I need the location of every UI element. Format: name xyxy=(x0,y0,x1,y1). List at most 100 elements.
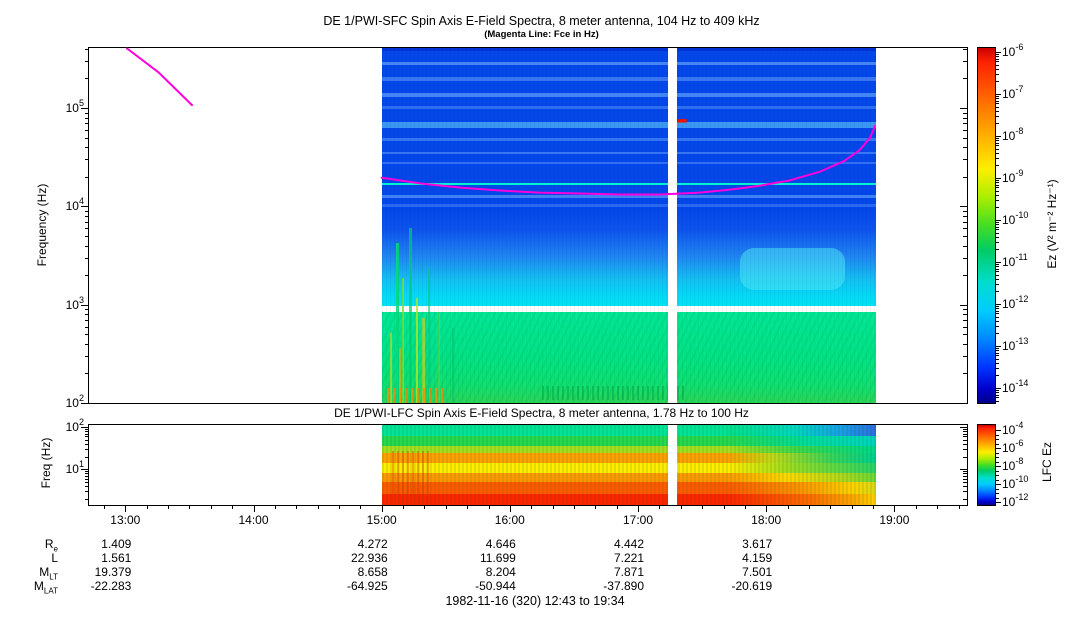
cb-minor-tick xyxy=(995,306,999,307)
time-minor-tick xyxy=(680,505,682,509)
y-major-tick xyxy=(960,427,967,429)
ephemeris-value: 7.221 xyxy=(613,551,644,565)
cb-minor-tick xyxy=(995,242,999,243)
time-minor-tick xyxy=(146,505,148,509)
y-major-tick xyxy=(81,206,89,208)
y-minor-tick xyxy=(85,486,89,487)
cb-minor-tick xyxy=(995,470,999,472)
ephemeris-value: -64.925 xyxy=(346,579,388,593)
time-minor-tick xyxy=(467,505,469,509)
cb-tick-label: 10-9 xyxy=(1002,168,1024,186)
y-minor-tick xyxy=(963,356,967,358)
time-minor-tick xyxy=(937,505,939,509)
time-major-tick xyxy=(381,505,383,512)
y-tick-label: 102 xyxy=(65,417,84,435)
sfc-title: DE 1/PWI-SFC Spin Axis E-Field Spectra, … xyxy=(323,14,760,28)
time-minor-tick xyxy=(531,505,533,509)
y-minor-tick xyxy=(85,439,89,441)
y-minor-tick xyxy=(85,433,89,435)
cb-minor-tick xyxy=(995,291,999,293)
cb-minor-tick xyxy=(995,308,999,310)
y-minor-tick xyxy=(963,433,967,435)
time-minor-tick xyxy=(744,505,746,509)
y-major-tick xyxy=(960,403,967,404)
cb-minor-tick xyxy=(995,475,999,476)
cb-minor-tick xyxy=(995,390,999,391)
time-minor-tick xyxy=(787,505,789,509)
y-minor-tick xyxy=(85,235,89,237)
cb-major-tick xyxy=(995,94,1001,95)
column-texture xyxy=(381,425,876,505)
lfc-data-gap xyxy=(667,425,677,505)
y-minor-tick xyxy=(963,486,967,487)
cb-major-tick xyxy=(995,136,1001,137)
cb-minor-tick xyxy=(995,232,999,234)
y-tick-label: 105 xyxy=(65,98,84,116)
cb-minor-tick xyxy=(995,316,999,318)
time-minor-tick xyxy=(808,505,810,509)
sfc-subtitle: (Magenta Line: Fce in Hz) xyxy=(484,29,599,40)
y-minor-tick xyxy=(85,471,89,473)
ephemeris-value: -20.619 xyxy=(731,579,773,593)
ephemeris-value: -37.890 xyxy=(603,579,644,593)
time-minor-tick xyxy=(317,505,319,509)
emission-streak xyxy=(415,298,418,403)
time-minor-tick xyxy=(488,505,490,509)
emission-streak xyxy=(401,278,404,403)
emission-bursts xyxy=(386,388,447,403)
cb-minor-tick xyxy=(995,106,999,108)
ephemeris-value: 4.646 xyxy=(485,537,516,551)
cb-minor-tick xyxy=(995,140,999,142)
y-minor-tick xyxy=(85,373,89,375)
time-minor-tick xyxy=(103,505,105,509)
y-major-tick xyxy=(81,427,89,429)
emission-streak xyxy=(398,348,401,403)
y-minor-tick xyxy=(85,112,89,114)
y-minor-tick xyxy=(963,475,967,477)
y-tick-label: 102 xyxy=(65,393,84,411)
time-minor-tick xyxy=(723,505,725,509)
cb-minor-tick xyxy=(995,375,999,377)
ephemeris-row-label: MLT xyxy=(39,565,58,582)
y-tick-label: 101 xyxy=(65,459,84,477)
y-tick-label: 104 xyxy=(65,196,84,214)
y-minor-tick xyxy=(85,334,89,336)
y-minor-tick xyxy=(963,137,967,139)
cb-tick-label: 10-12 xyxy=(1002,492,1029,510)
cb-minor-tick xyxy=(995,348,999,349)
y-minor-tick xyxy=(85,449,89,451)
time-minor-tick xyxy=(274,505,276,509)
cb-major-tick xyxy=(995,304,1001,306)
y-minor-tick xyxy=(963,235,967,237)
time-minor-tick xyxy=(168,505,169,509)
y-minor-tick xyxy=(85,443,89,445)
time-minor-tick xyxy=(552,505,554,509)
y-minor-tick xyxy=(85,481,89,483)
cb-minor-tick xyxy=(995,266,999,268)
time-label: 18:00 xyxy=(751,513,782,527)
y-minor-tick xyxy=(963,481,967,483)
cb-minor-tick xyxy=(995,145,999,147)
cb-minor-tick xyxy=(995,53,999,55)
y-minor-tick xyxy=(85,129,89,131)
cb-minor-tick xyxy=(995,236,999,238)
cb-major-tick xyxy=(995,502,1001,503)
y-minor-tick xyxy=(85,61,89,63)
cb-minor-tick xyxy=(995,56,999,58)
time-major-tick xyxy=(509,505,511,512)
y-minor-tick xyxy=(85,431,89,433)
time-label: 14:00 xyxy=(238,513,269,527)
ephemeris-value: 4.442 xyxy=(613,537,644,551)
cb-minor-tick xyxy=(995,81,999,83)
ephemeris-row-label: Re xyxy=(44,537,58,554)
y-major-tick xyxy=(960,304,967,306)
y-minor-tick xyxy=(963,429,967,430)
sfc-horizontal-gap xyxy=(381,306,876,312)
cb-minor-tick xyxy=(995,264,999,265)
cb-minor-tick xyxy=(995,461,999,463)
y-minor-tick xyxy=(85,78,89,80)
y-minor-tick xyxy=(85,221,89,223)
y-minor-tick xyxy=(85,343,89,345)
y-minor-tick xyxy=(85,123,89,125)
cb-major-tick xyxy=(995,388,1001,390)
